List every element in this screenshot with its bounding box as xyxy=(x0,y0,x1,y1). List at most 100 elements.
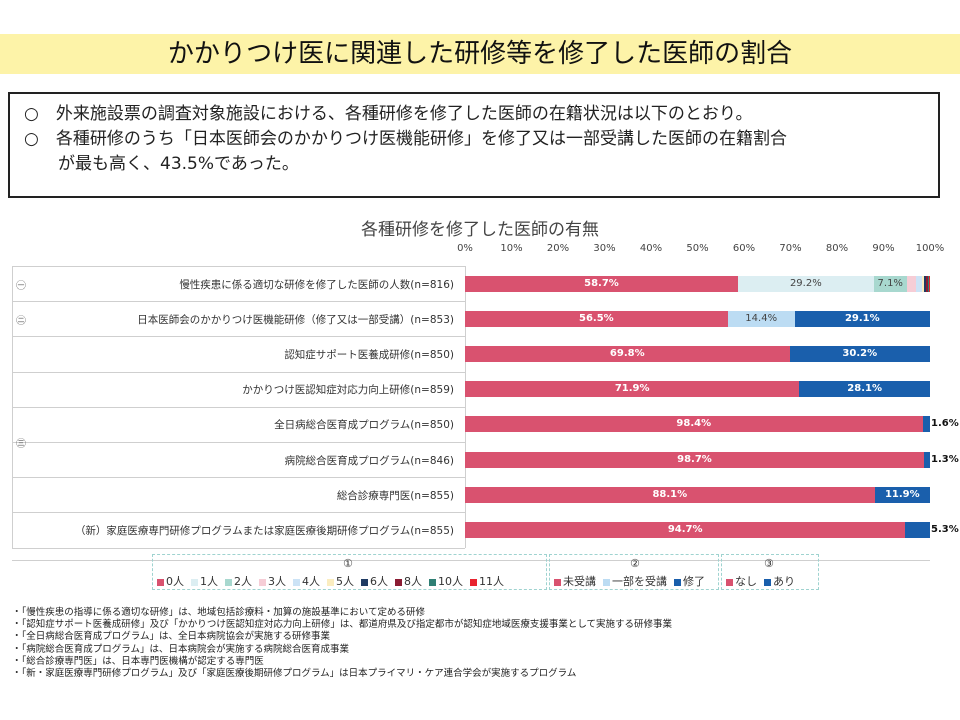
row-label: 日本医師会のかかりつけ医機能研修（修了又は一部受講）(n=853) xyxy=(137,313,454,326)
legend-swatch xyxy=(674,578,681,586)
x-tick-label: 0% xyxy=(457,243,473,254)
bar-segment xyxy=(928,275,930,292)
legend-swatch xyxy=(157,578,164,586)
bar-segment: 88.1% xyxy=(465,486,875,503)
legend-swatch xyxy=(225,578,232,586)
bar-segment: 14.4% xyxy=(727,310,795,327)
legend-swatch xyxy=(293,578,300,586)
x-tick-label: 60% xyxy=(732,243,756,254)
bar-segment: 98.7% xyxy=(465,451,924,468)
data-label: 94.7% xyxy=(667,524,703,535)
data-label: 1.3% xyxy=(931,453,959,465)
legend-swatch xyxy=(361,578,368,586)
legend-swatch xyxy=(554,578,561,586)
left-border xyxy=(12,266,13,548)
group-mark-3: ㊂ xyxy=(16,439,26,450)
bar-segment xyxy=(906,275,917,292)
bar-segment: 56.5% xyxy=(465,310,728,327)
legend-swatch xyxy=(191,578,198,586)
row-separator xyxy=(12,406,465,408)
legend-number-1: ① xyxy=(343,557,353,570)
data-label: 30.2% xyxy=(842,348,878,359)
bar-segment: 29.2% xyxy=(737,275,874,292)
footnote-5: ・「総合診療専門医」は、日本専門医機構が認定する専門医 xyxy=(12,655,264,667)
group-mark-1: ㊀ xyxy=(16,280,26,292)
legend-swatch xyxy=(470,578,477,586)
bar-segment: 98.4% xyxy=(465,416,923,433)
legend-item: 修了 xyxy=(674,573,705,589)
footnote-6: ・「新・家庭医療専門研修プログラム」及び「家庭医療後期研修プログラム」は日本プラ… xyxy=(12,668,577,680)
legend-item: 一部を受講 xyxy=(603,573,667,589)
legend-label: 11人 xyxy=(479,575,504,588)
legend-item: 11人 xyxy=(470,573,504,589)
legend-label: 一部を受講 xyxy=(612,575,667,588)
summary-line-3: が最も高く、43.5%であった。 xyxy=(58,154,299,174)
row-label: かかりつけ医認知症対応力向上研修(n=859) xyxy=(242,384,454,397)
bar-segment xyxy=(916,275,922,292)
data-label: 69.8% xyxy=(609,348,645,359)
footnote-3: ・「全日病総合医育成プログラム」は、全日本病院協会が実施する研修事業 xyxy=(12,631,330,643)
legend-item: 2人 xyxy=(225,573,252,589)
row-separator xyxy=(12,512,465,514)
row-separator xyxy=(12,266,465,267)
legend-item: 0人 xyxy=(157,573,184,589)
x-tick-label: 100% xyxy=(915,243,945,254)
data-label: 71.9% xyxy=(614,383,650,395)
legend-label: 0人 xyxy=(166,575,184,588)
data-label: 98.4% xyxy=(676,418,712,430)
row-separator xyxy=(12,547,465,549)
row-label: 総合診療専門医(n=855) xyxy=(336,489,454,502)
legend-swatch xyxy=(603,578,610,586)
bar-segment: 71.9% xyxy=(465,381,800,398)
footnote-1: ・「慢性疾患の指導に係る適切な研修」は、地域包括診療料・加算の施設基準において定… xyxy=(12,607,425,618)
data-label: 11.9% xyxy=(884,488,920,500)
row-separator xyxy=(12,371,465,373)
legend-item: なし xyxy=(726,573,757,589)
x-tick-label: 10% xyxy=(500,243,523,254)
bar-segment xyxy=(924,275,926,292)
footnote-2: ・「認知症サポート医養成研修」及び「かかりつけ医認知症対応力向上研修」は、都道府… xyxy=(12,619,673,631)
legend-label: 8人 xyxy=(404,575,422,588)
legend-items-2: 未受講 一部を受講 修了 xyxy=(554,573,712,589)
legend-box-1: ① 0人 1人 2人 3人 4人 5人 6人 8人 10人 11人 xyxy=(152,554,547,590)
data-label: 14.4% xyxy=(745,312,778,324)
data-label: 88.1% xyxy=(652,488,688,500)
row-label: 全日病総合医育成プログラム(n=850) xyxy=(274,419,454,432)
row-separator xyxy=(12,301,465,303)
summary-line-1: ○ 外来施設票の調査対象施設における、各種研修を修了した医師の在籍状況は以下のと… xyxy=(24,104,753,124)
data-label: 28.1% xyxy=(847,383,882,395)
bar-segment: 11.9% xyxy=(874,486,930,503)
x-tick-label: 70% xyxy=(779,243,802,254)
bar-segment: 94.7% xyxy=(465,522,906,538)
bar-segment: 58.7% xyxy=(465,275,738,292)
legend-label: 未受講 xyxy=(563,575,596,588)
legend-label: 10人 xyxy=(438,575,463,588)
page-title: かかりつけ医に関連した研修等を修了した医師の割合 xyxy=(0,34,960,74)
row-separator xyxy=(12,442,465,443)
legend-label: あり xyxy=(773,575,795,588)
legend-items-3: なし あり xyxy=(726,573,802,589)
chart-title: 各種研修を修了した医師の有無 xyxy=(361,220,599,240)
legend-label: 修了 xyxy=(683,575,705,588)
row-separator xyxy=(12,477,465,479)
legend-swatch xyxy=(764,578,771,586)
legend-items-1: 0人 1人 2人 3人 4人 5人 6人 8人 10人 11人 xyxy=(157,573,511,589)
row-label: 認知症サポート医養成研修(n=850) xyxy=(284,349,454,361)
x-tick-label: 20% xyxy=(546,243,570,254)
legend-label: 5人 xyxy=(336,575,354,588)
legend-number-3: ③ xyxy=(764,557,774,570)
row-label: （新）家庭医療専門研修プログラムまたは家庭医療後期研修プログラム(n=855) xyxy=(74,525,454,537)
bar-segment xyxy=(923,451,930,468)
footnote-4: ・「病院総合医育成プログラム」は、日本病院会が実施する病院総合医育成事業 xyxy=(12,643,349,655)
data-label: 7.1% xyxy=(877,277,903,289)
legend-item: あり xyxy=(764,573,795,589)
data-label: 29.2% xyxy=(789,277,822,289)
x-tick-label: 40% xyxy=(639,243,663,254)
legend-item: 5人 xyxy=(327,573,354,589)
x-tick-label: 50% xyxy=(686,243,709,254)
legend-label: 3人 xyxy=(268,575,286,588)
data-label: 1.6% xyxy=(931,418,959,430)
legend-label: 6人 xyxy=(370,575,388,588)
legend-item: 3人 xyxy=(259,573,286,589)
legend-swatch xyxy=(259,578,266,586)
